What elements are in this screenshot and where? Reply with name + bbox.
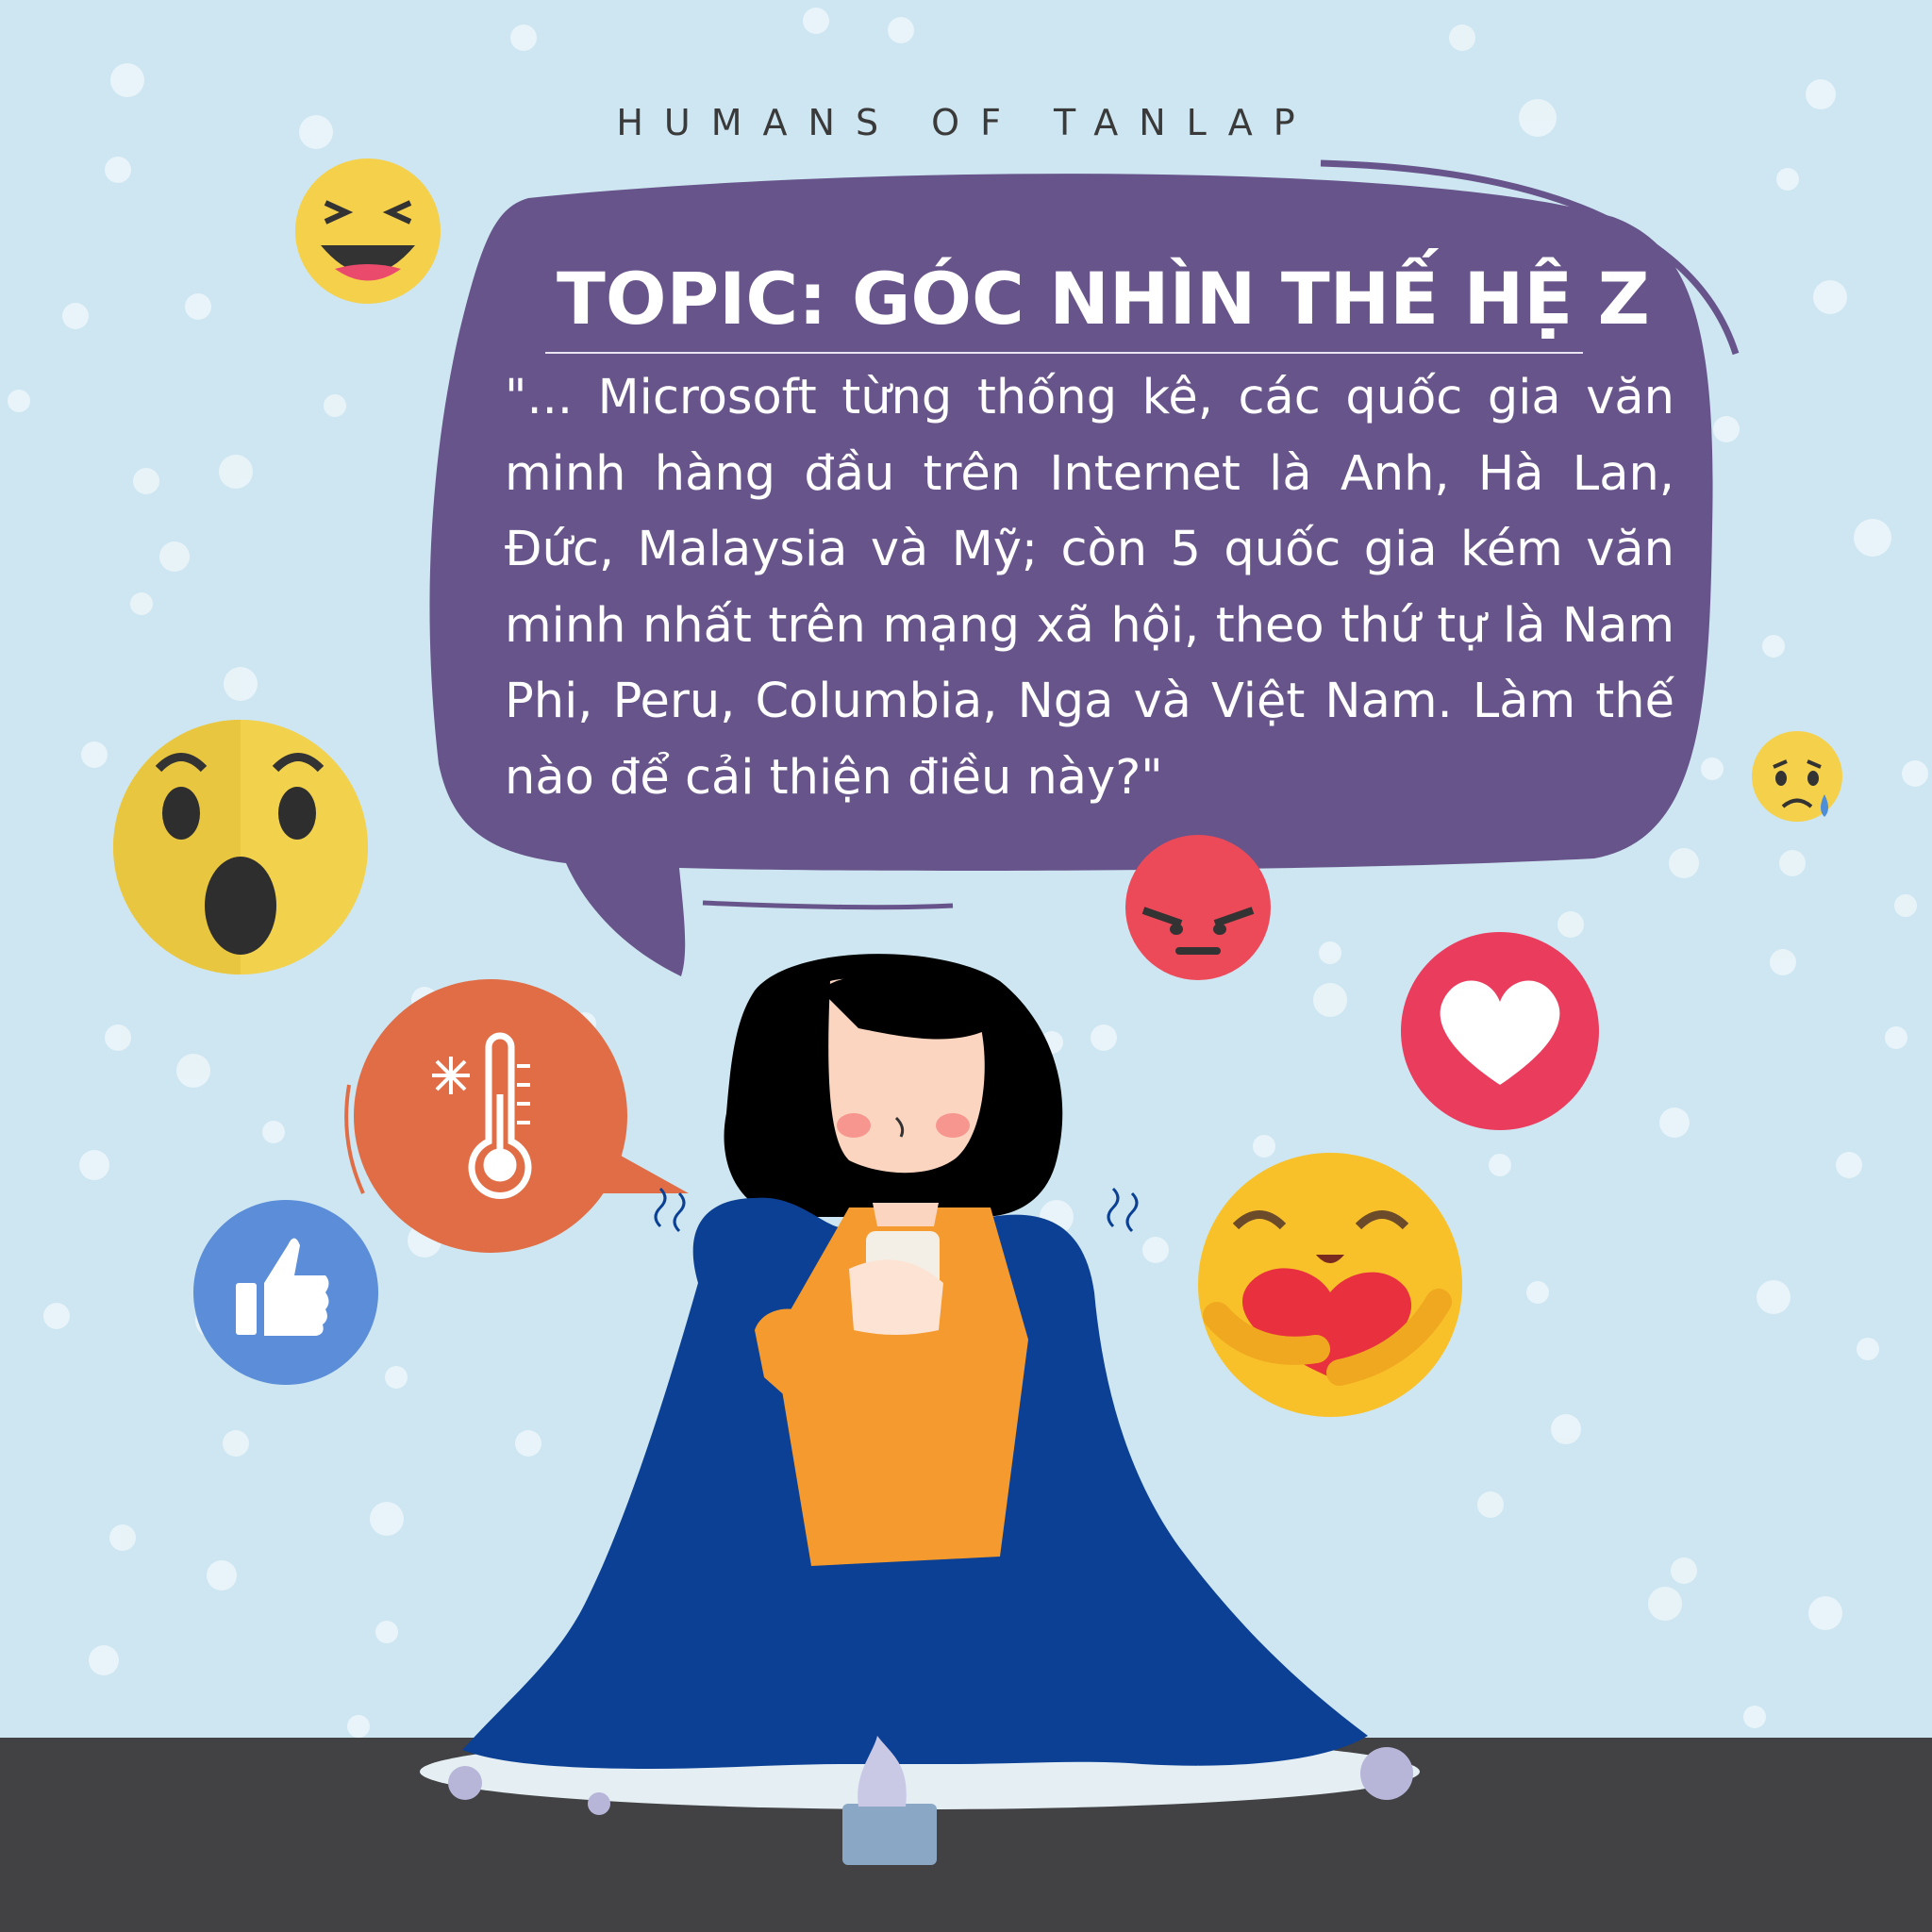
snowflake-icon [432,1057,470,1094]
tissue-box [842,1804,937,1865]
speech-bubble [429,159,1740,976]
sad-emoji-icon [1752,731,1842,822]
care-reaction-icon [1198,1153,1462,1417]
person-illustration [448,954,1413,1865]
like-reaction-icon [193,1200,378,1385]
thermometer-icon [468,1032,532,1199]
surprised-emoji-icon [113,720,368,974]
heart-reaction-icon [1401,932,1599,1130]
brand-header: HUMANS OF TANLAP [616,102,1316,143]
thermometer-bubble [344,979,689,1253]
angry-emoji-icon [1125,835,1271,980]
topic-title: TOPIC: GÓC NHÌN THẾ HỆ Z [557,257,1650,341]
laughing-emoji-icon [295,158,441,304]
quote-text: "... Microsoft từng thống kê, các quốc g… [505,370,1674,806]
title-divider [545,352,1583,354]
